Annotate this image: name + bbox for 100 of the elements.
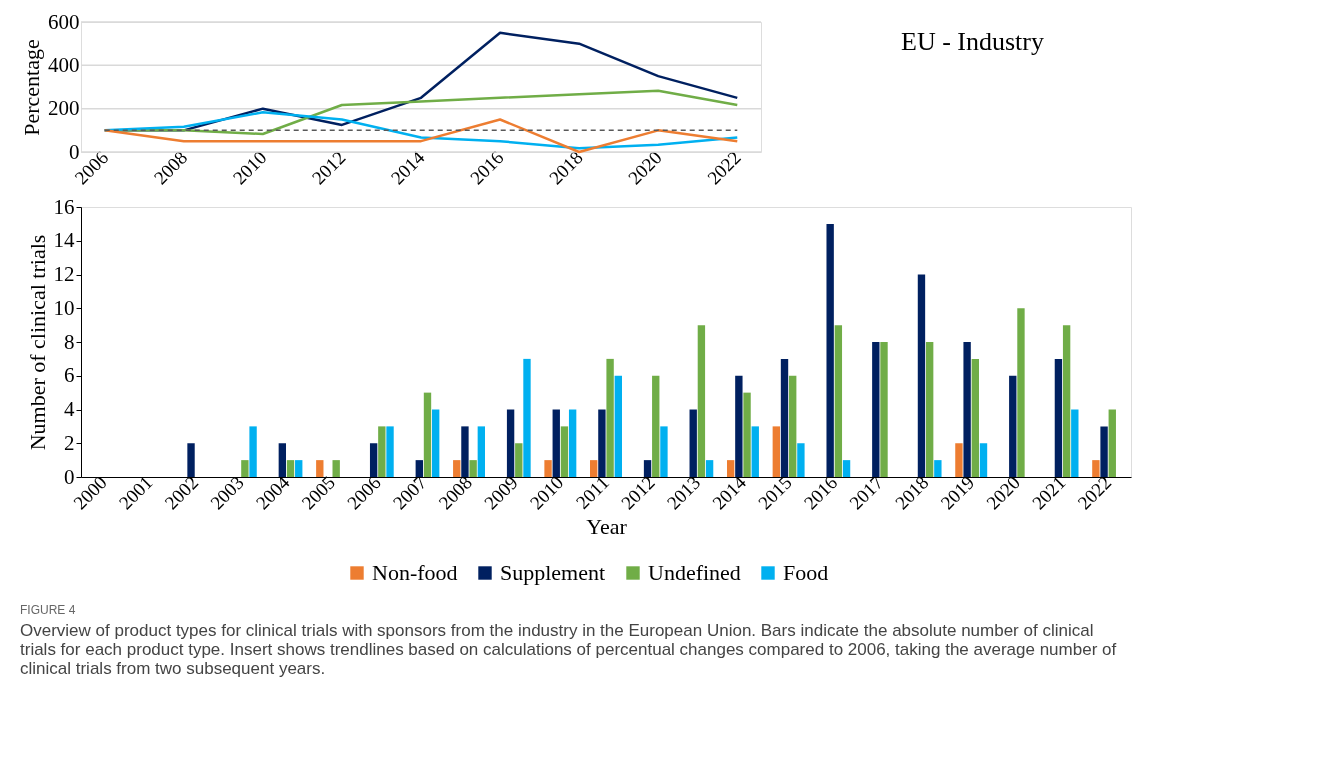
- bar: [386, 426, 394, 477]
- bar: [971, 358, 979, 477]
- bar: [506, 409, 515, 477]
- bar: [453, 460, 461, 477]
- bar: [415, 460, 423, 477]
- bar: [461, 426, 469, 477]
- legend-label: Supplement: [500, 560, 606, 585]
- y-axis-title: Percentage: [19, 39, 44, 136]
- x-tick-label: 2016: [799, 471, 842, 514]
- y-tick-label: 4: [64, 397, 75, 421]
- bar: [743, 392, 751, 477]
- bar: [789, 375, 797, 477]
- x-tick-label: 2012: [617, 471, 659, 514]
- x-tick-label: 2003: [206, 471, 248, 514]
- y-tick-label: 12: [53, 262, 75, 286]
- x-tick-label: 2011: [571, 471, 614, 513]
- bar: [332, 460, 340, 477]
- legend-label: Non-food: [372, 560, 458, 585]
- y-tick-label: 10: [53, 295, 75, 320]
- bar: [295, 460, 303, 477]
- bar: [286, 460, 295, 477]
- x-tick-label: 2018: [890, 471, 933, 514]
- bar: [872, 342, 880, 477]
- bar: [726, 460, 735, 477]
- bar: [842, 460, 851, 477]
- x-tick-label: 2013: [662, 471, 705, 514]
- bar: [469, 460, 477, 477]
- bar: [697, 325, 706, 477]
- x-tick-label: 2001: [114, 471, 157, 514]
- bar: [1062, 325, 1071, 477]
- x-tick-label: 2008: [434, 471, 477, 514]
- y-tick-label: 600: [48, 9, 80, 34]
- bar: [241, 460, 249, 477]
- x-tick-label: 2014: [708, 471, 751, 514]
- bar: [652, 375, 660, 477]
- y-tick-label: 6: [64, 363, 75, 388]
- caption: FIGURE 4: [20, 602, 76, 617]
- bar: [705, 460, 714, 477]
- x-tick-label: 2015: [753, 471, 796, 514]
- bar: [477, 426, 486, 477]
- y-tick-label: 0: [64, 464, 75, 489]
- bar: [423, 392, 432, 477]
- bar: [925, 342, 934, 477]
- y-tick-label: 16: [53, 194, 75, 219]
- y-tick-label: 14: [53, 228, 75, 253]
- x-tick-label: 2020: [982, 471, 1024, 514]
- text: Overview of product types for clinical trials with sponsors from the industry in the European Union. Bars indicate the absolute number of clinical trials for each product type. Insert shows trendlines based on calculations of percentual changes compared to 2006, taking the average number of clinical trials from two subsequent years.: [20, 620, 1117, 678]
- bar: [316, 460, 324, 477]
- x-tick-label: 2004: [251, 471, 294, 514]
- x-tick-label: 2002: [160, 471, 203, 514]
- bar: [751, 426, 759, 477]
- bar: [826, 223, 834, 477]
- bar: [1009, 375, 1017, 477]
- bar: [1108, 409, 1116, 477]
- bar: [1100, 426, 1108, 477]
- bar: [568, 409, 577, 477]
- y-tick-label: 400: [48, 52, 80, 77]
- bar: [917, 274, 926, 477]
- x-tick-label: 2009: [480, 471, 522, 514]
- x-tick-label: 2006: [343, 471, 385, 514]
- bar: [834, 325, 843, 477]
- bar: [1017, 308, 1025, 477]
- bar: [1071, 409, 1079, 477]
- bar: [660, 426, 668, 477]
- bar: [643, 460, 652, 477]
- legend-label: Food: [783, 560, 829, 585]
- x-tick-label: 2007: [388, 471, 431, 514]
- bar: [598, 409, 606, 477]
- x-tick-label: 2022: [1073, 471, 1116, 514]
- bar: [955, 443, 963, 477]
- y-tick-label: 8: [64, 329, 75, 354]
- bar: [560, 426, 569, 477]
- chart-title: EU - Industry: [901, 27, 1044, 56]
- y-tick-label: 2: [64, 430, 75, 455]
- bar: [614, 375, 622, 477]
- bar: [735, 375, 743, 477]
- bar: [780, 358, 789, 477]
- y-tick-label: 200: [48, 96, 80, 121]
- bar: [431, 409, 440, 477]
- bar: [934, 460, 942, 477]
- y-axis-title: Number of clinical trials: [24, 234, 50, 451]
- bar: [369, 443, 378, 477]
- bar: [187, 443, 195, 477]
- bar: [1054, 358, 1063, 477]
- bar: [606, 358, 614, 477]
- legend-label: Undefined: [648, 560, 741, 585]
- bar: [963, 342, 971, 477]
- x-tick-label: 2010: [525, 471, 568, 514]
- bar: [523, 358, 531, 477]
- bar: [515, 443, 523, 477]
- bar: [590, 460, 598, 477]
- bar: [1092, 460, 1100, 477]
- bar: [797, 443, 805, 477]
- bar: [552, 409, 560, 477]
- bar: [249, 426, 257, 477]
- bar: [544, 460, 552, 477]
- x-tick-label: 2017: [845, 471, 887, 514]
- bar: [979, 443, 988, 477]
- bar: [772, 426, 781, 477]
- bar: [689, 409, 697, 477]
